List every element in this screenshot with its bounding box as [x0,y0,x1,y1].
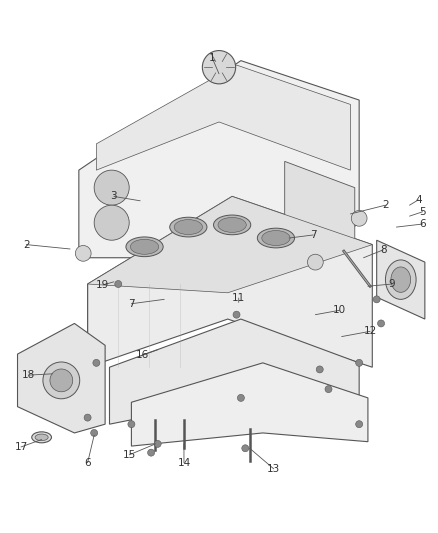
Text: 7: 7 [128,298,135,309]
Circle shape [43,362,80,399]
Circle shape [316,366,323,373]
Ellipse shape [385,260,416,300]
Text: 16: 16 [136,350,149,360]
Circle shape [307,254,323,270]
Text: 13: 13 [267,464,280,474]
Circle shape [128,421,135,427]
Text: 11: 11 [232,293,245,303]
Text: 17: 17 [14,442,28,452]
Polygon shape [79,61,359,258]
Text: 1: 1 [209,53,216,63]
Ellipse shape [32,432,52,443]
Circle shape [373,296,380,303]
Text: 8: 8 [380,245,387,255]
Circle shape [154,440,161,447]
Circle shape [115,280,122,287]
Circle shape [94,170,129,205]
Ellipse shape [391,267,411,292]
Polygon shape [18,324,105,433]
Ellipse shape [170,217,207,237]
Circle shape [148,449,155,456]
Circle shape [233,311,240,318]
Text: 2: 2 [382,200,389,210]
Circle shape [84,414,91,421]
Text: 10: 10 [333,305,346,316]
Text: 9: 9 [389,279,396,289]
Circle shape [378,320,385,327]
Polygon shape [285,161,355,245]
Polygon shape [131,363,368,446]
Ellipse shape [213,215,251,235]
Polygon shape [110,319,359,424]
Text: 6: 6 [84,458,91,468]
Text: 3: 3 [110,191,117,201]
Circle shape [202,51,236,84]
Text: 19: 19 [96,280,110,290]
Ellipse shape [174,220,202,235]
Circle shape [50,369,73,392]
Polygon shape [88,197,372,367]
Circle shape [94,205,129,240]
Text: 6: 6 [419,219,426,229]
Text: 12: 12 [364,326,377,336]
Circle shape [93,359,100,366]
Circle shape [75,246,91,261]
Circle shape [351,211,367,226]
Ellipse shape [257,228,294,248]
Polygon shape [377,240,425,319]
Circle shape [242,445,249,452]
Ellipse shape [126,237,163,257]
Circle shape [356,421,363,427]
Text: 4: 4 [415,195,422,205]
Ellipse shape [131,239,159,254]
Polygon shape [96,65,350,170]
Circle shape [237,394,244,401]
Text: 15: 15 [123,450,136,460]
Circle shape [356,359,363,366]
Text: 7: 7 [310,230,317,240]
Ellipse shape [262,231,290,246]
Text: 14: 14 [177,458,191,468]
Circle shape [91,430,98,437]
Text: 5: 5 [419,207,426,217]
Text: 18: 18 [22,370,35,380]
Ellipse shape [35,434,48,441]
Text: 2: 2 [23,240,30,249]
Polygon shape [88,197,372,293]
Ellipse shape [218,217,246,232]
Circle shape [325,386,332,393]
